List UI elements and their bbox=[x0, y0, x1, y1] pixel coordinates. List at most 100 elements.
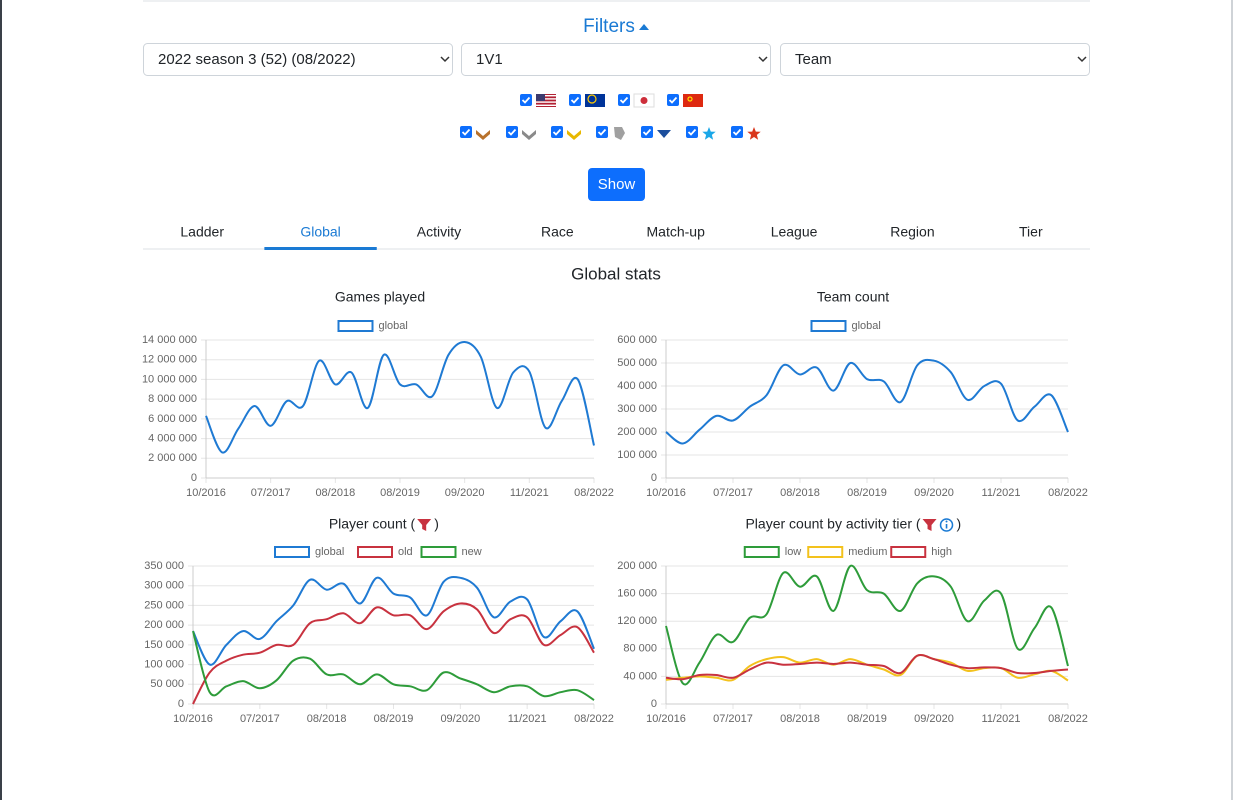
legend-item[interactable]: low bbox=[743, 546, 802, 558]
legend-item[interactable]: old bbox=[357, 546, 413, 558]
checkmark bbox=[732, 128, 742, 136]
tab[interactable]: League bbox=[771, 224, 818, 240]
y-tick-label: 50 000 bbox=[150, 678, 184, 690]
league-icon bbox=[476, 130, 490, 140]
checkmark bbox=[597, 128, 607, 136]
y-tick-label: 350 000 bbox=[144, 560, 184, 572]
checkbox[interactable] bbox=[667, 94, 703, 107]
x-tick-label: 07/2017 bbox=[251, 487, 291, 499]
x-tick-label: 09/2020 bbox=[445, 487, 485, 499]
y-tick-label: 4 000 000 bbox=[148, 432, 197, 444]
legend-swatch bbox=[274, 546, 310, 558]
flag-stripe bbox=[536, 104, 556, 106]
y-tick-label: 150 000 bbox=[144, 639, 184, 651]
tab[interactable]: Region bbox=[890, 224, 934, 240]
y-tick-label: 80 000 bbox=[623, 643, 657, 655]
legend-item[interactable]: medium bbox=[807, 546, 887, 558]
tab[interactable]: Ladder bbox=[180, 224, 224, 240]
chart-title-end: ) bbox=[434, 516, 439, 532]
legend-label: high bbox=[931, 546, 952, 558]
season-select[interactable]: 2022 season 3 (52) (08/2022) bbox=[143, 43, 453, 76]
tab[interactable]: Activity bbox=[417, 224, 461, 240]
checkmark bbox=[687, 128, 697, 136]
select-value: 1V1 bbox=[476, 51, 503, 68]
legend-item[interactable]: high bbox=[890, 546, 952, 558]
tab[interactable]: Match-up bbox=[647, 224, 706, 240]
x-tick-label: 08/2022 bbox=[574, 713, 614, 725]
y-tick-label: 500 000 bbox=[617, 357, 657, 369]
x-tick-label: 07/2017 bbox=[713, 487, 753, 499]
line-series bbox=[205, 340, 595, 454]
checkbox[interactable] bbox=[460, 126, 490, 140]
checkmark bbox=[570, 96, 580, 104]
checkbox[interactable] bbox=[731, 126, 761, 140]
section-heading: Global stats bbox=[571, 264, 661, 283]
tab-label: Match-up bbox=[647, 224, 706, 240]
checkbox[interactable] bbox=[596, 126, 625, 140]
flag-star bbox=[687, 96, 693, 102]
legend-swatch bbox=[810, 320, 847, 332]
checkbox-box bbox=[506, 126, 518, 138]
line-series bbox=[192, 575, 595, 666]
checkbox[interactable] bbox=[506, 126, 536, 140]
y-tick-label: 300 000 bbox=[144, 580, 184, 592]
legend-item[interactable]: global bbox=[274, 546, 344, 558]
legend-label: global bbox=[315, 546, 344, 558]
chart-title-end: ) bbox=[957, 516, 962, 532]
legend-swatch bbox=[890, 546, 927, 558]
tab[interactable]: Race bbox=[541, 224, 574, 240]
league-icon bbox=[567, 130, 581, 140]
x-tick-label: 08/2019 bbox=[847, 487, 887, 499]
legend-swatch bbox=[807, 546, 844, 558]
y-tick-label: 400 000 bbox=[617, 380, 657, 392]
tab[interactable]: Tier bbox=[1019, 224, 1043, 240]
checkbox[interactable] bbox=[551, 126, 581, 140]
y-tick-label: 0 bbox=[191, 472, 197, 484]
flag-stripe bbox=[536, 95, 556, 97]
line-series bbox=[665, 564, 1069, 686]
tab-label: Tier bbox=[1019, 224, 1043, 240]
mode-select[interactable]: 1V1 bbox=[461, 43, 771, 76]
checkbox[interactable] bbox=[569, 94, 605, 107]
chart-title: Games played bbox=[335, 289, 425, 305]
legend-item[interactable]: global bbox=[337, 320, 408, 332]
league-icon bbox=[747, 127, 761, 140]
chart: Player count by activity tier () low mediu… bbox=[617, 516, 1088, 725]
checkbox[interactable] bbox=[618, 93, 655, 108]
checkmark bbox=[668, 96, 678, 104]
select-value: Team bbox=[795, 51, 832, 68]
filters-title: Filters bbox=[583, 16, 635, 37]
checkmark bbox=[642, 128, 652, 136]
filter-icon[interactable] bbox=[922, 519, 937, 531]
legend-item[interactable]: global bbox=[810, 320, 881, 332]
tab[interactable]: Global bbox=[264, 224, 377, 250]
y-tick-label: 200 000 bbox=[617, 426, 657, 438]
legend-item[interactable]: new bbox=[420, 546, 482, 558]
show-button[interactable]: Show bbox=[588, 168, 645, 201]
team-select[interactable]: Team bbox=[780, 43, 1090, 76]
tab-label: Region bbox=[890, 224, 934, 240]
x-tick-label: 08/2022 bbox=[1048, 713, 1088, 725]
legend-swatch bbox=[357, 546, 393, 558]
checkbox[interactable] bbox=[686, 126, 716, 140]
checkbox[interactable] bbox=[520, 94, 556, 107]
filters-toggle[interactable]: Filters bbox=[583, 16, 649, 37]
y-tick-label: 2 000 000 bbox=[148, 452, 197, 464]
y-tick-label: 160 000 bbox=[617, 588, 657, 600]
league-icon bbox=[614, 127, 625, 140]
checkmark bbox=[507, 128, 517, 136]
x-tick-label: 09/2020 bbox=[914, 487, 954, 499]
y-tick-label: 12 000 000 bbox=[142, 354, 197, 366]
line-series bbox=[665, 358, 1069, 445]
y-tick-label: 40 000 bbox=[623, 670, 657, 682]
x-tick-label: 11/2021 bbox=[510, 487, 549, 499]
info-icon[interactable] bbox=[939, 518, 954, 532]
x-tick-label: 11/2021 bbox=[508, 713, 547, 725]
filter-icon[interactable] bbox=[417, 519, 432, 531]
flag-icon bbox=[585, 94, 605, 107]
y-tick-label: 200 000 bbox=[144, 619, 184, 631]
y-tick-label: 120 000 bbox=[617, 615, 657, 627]
checkbox[interactable] bbox=[641, 126, 671, 138]
